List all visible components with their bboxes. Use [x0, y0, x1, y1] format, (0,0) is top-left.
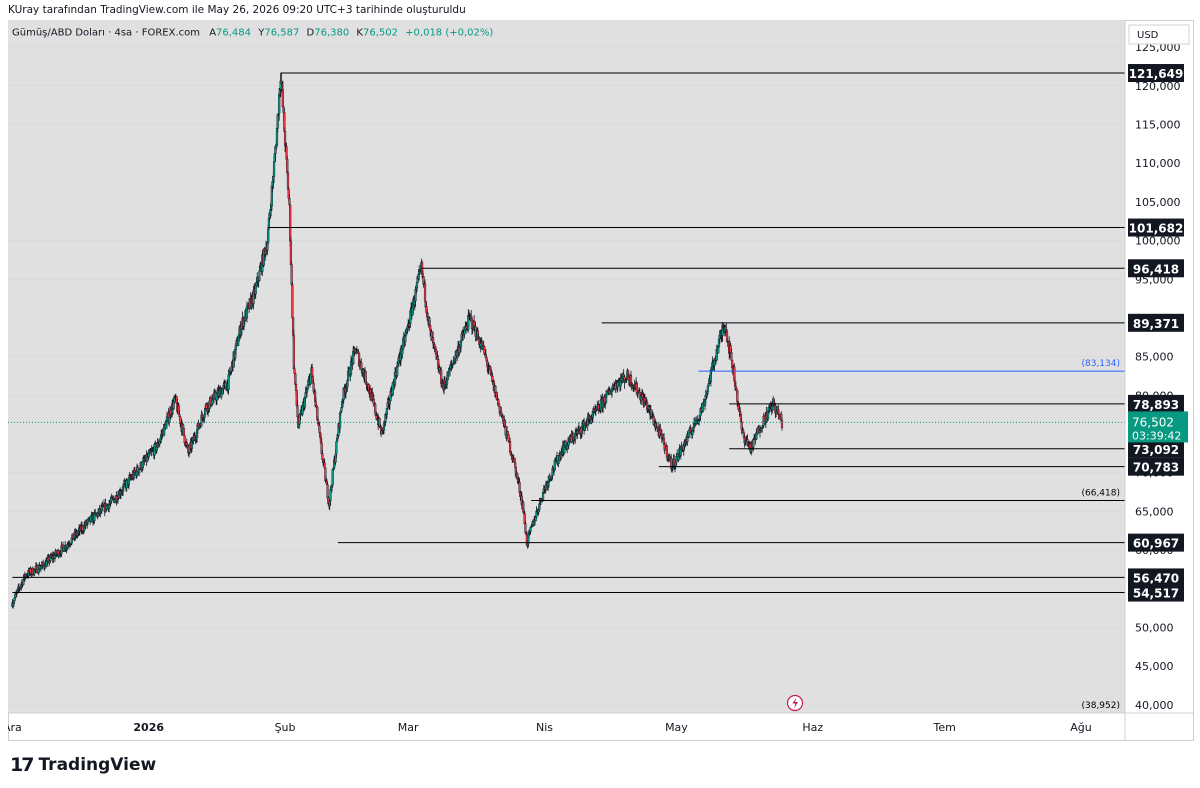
level-badge-text: 73,092	[1133, 443, 1179, 457]
legend-high: 76,587	[264, 28, 299, 39]
y-tick-label: 40,000	[1135, 699, 1174, 712]
tradingview-brand: TradingView	[38, 755, 157, 775]
level-badge: 89,371	[1128, 313, 1184, 332]
legend-close: 76,502	[363, 28, 398, 39]
level-badge: 54,517	[1128, 583, 1184, 602]
y-tick-label: 85,000	[1135, 351, 1174, 364]
y-tick-label: 120,000	[1135, 80, 1181, 93]
x-tick-label: Tem	[933, 721, 956, 734]
current-price-text: 76,502	[1132, 415, 1174, 429]
candle	[182, 428, 186, 437]
level-badge-text: 60,967	[1133, 537, 1179, 551]
legend-symbol: Gümüş/ABD Doları · 4sa · FOREX.com	[12, 28, 200, 39]
x-tick-label: Ara	[8, 721, 22, 734]
bracket-level-label: (83,134)	[1081, 359, 1120, 369]
x-tick-label: 2026	[133, 721, 164, 734]
legend-open-label: A	[209, 28, 216, 39]
x-tick-label: Haz	[802, 721, 823, 734]
level-badge: 101,682	[1128, 218, 1184, 237]
level-badge: 78,893	[1128, 394, 1184, 413]
chart-attribution: KUray tarafından TradingView.com ile May…	[8, 4, 466, 16]
price-axis[interactable]: 125,000120,000115,000110,000105,000100,0…	[1135, 41, 1181, 712]
level-badge: 96,418	[1128, 259, 1184, 278]
grid-lines	[8, 46, 1125, 706]
y-tick-label: 110,000	[1135, 157, 1181, 170]
level-badge-text: 96,418	[1133, 262, 1179, 276]
y-tick-label: 115,000	[1135, 118, 1181, 131]
level-badge-text: 78,893	[1133, 398, 1179, 412]
level-badge: 56,470	[1128, 568, 1184, 587]
tradingview-logo[interactable]: 17 TradingView	[10, 754, 156, 776]
bracket-level-label: (38,952)	[1081, 701, 1120, 711]
y-tick-label: 100,000	[1135, 235, 1181, 248]
bracket-level-label: (66,418)	[1081, 488, 1120, 498]
y-tick-label: 50,000	[1135, 622, 1174, 635]
currency-text: USD	[1137, 30, 1159, 41]
x-tick-label: Mar	[398, 721, 419, 734]
level-badge: 60,967	[1128, 533, 1184, 552]
level-badge-text: 56,470	[1133, 571, 1179, 585]
level-badge-text: 70,783	[1133, 461, 1179, 475]
price-badges: 121,649 101,682 96,418 89,371 78,893 73,092 70…	[1128, 64, 1188, 602]
legend-low: 76,380	[314, 28, 349, 39]
candle	[291, 281, 294, 322]
countdown-text: 03:39:42	[1132, 429, 1181, 442]
level-badge: 70,783	[1128, 457, 1184, 476]
level-badge-text: 101,682	[1129, 222, 1184, 236]
x-tick-label: Şub	[275, 721, 296, 734]
tradingview-logo-icon: 17	[10, 754, 34, 776]
level-badge: 73,092	[1128, 439, 1184, 458]
y-tick-label: 105,000	[1135, 196, 1181, 209]
candle	[331, 468, 334, 488]
svg-text:Gümüş/ABD Doları · 4sa · FOREX: Gümüş/ABD Doları · 4sa · FOREX.com A76,4…	[12, 28, 493, 39]
plot-area[interactable]	[8, 20, 1125, 713]
currency-label[interactable]: USD	[1128, 24, 1190, 45]
level-badge: 121,649	[1128, 64, 1184, 83]
legend-high-label: Y	[257, 28, 265, 39]
legend-close-label: K	[356, 28, 363, 39]
legend-change: +0,018 (+0,02%)	[405, 28, 493, 39]
horizontal-levels: (83,134) (66,418) (38,952)	[12, 72, 1125, 711]
level-badge-text: 54,517	[1133, 587, 1179, 601]
legend: Gümüş/ABD Doları · 4sa · FOREX.com A76,4…	[12, 28, 493, 39]
y-tick-label: 45,000	[1135, 660, 1174, 673]
candle	[780, 417, 784, 431]
x-tick-label: Nis	[536, 721, 553, 734]
candlestick-series	[11, 72, 784, 609]
x-tick-label: May	[665, 721, 688, 734]
legend-low-label: D	[307, 28, 315, 39]
legend-open: 76,484	[216, 28, 251, 39]
time-axis[interactable]: Ara 2026 Şub Mar Nis May Haz Tem Ağu	[8, 721, 1092, 734]
y-tick-label: 65,000	[1135, 505, 1174, 518]
level-badge-text: 121,649	[1129, 67, 1184, 81]
x-tick-label: Ağu	[1070, 721, 1091, 734]
lightning-icon[interactable]	[786, 694, 804, 712]
level-badge-text: 89,371	[1133, 317, 1179, 331]
candle	[292, 329, 295, 372]
currency-box	[1128, 24, 1190, 45]
price-chart[interactable]: (83,134)(66,418)(38,952) 125,000120,0001…	[8, 20, 1194, 741]
